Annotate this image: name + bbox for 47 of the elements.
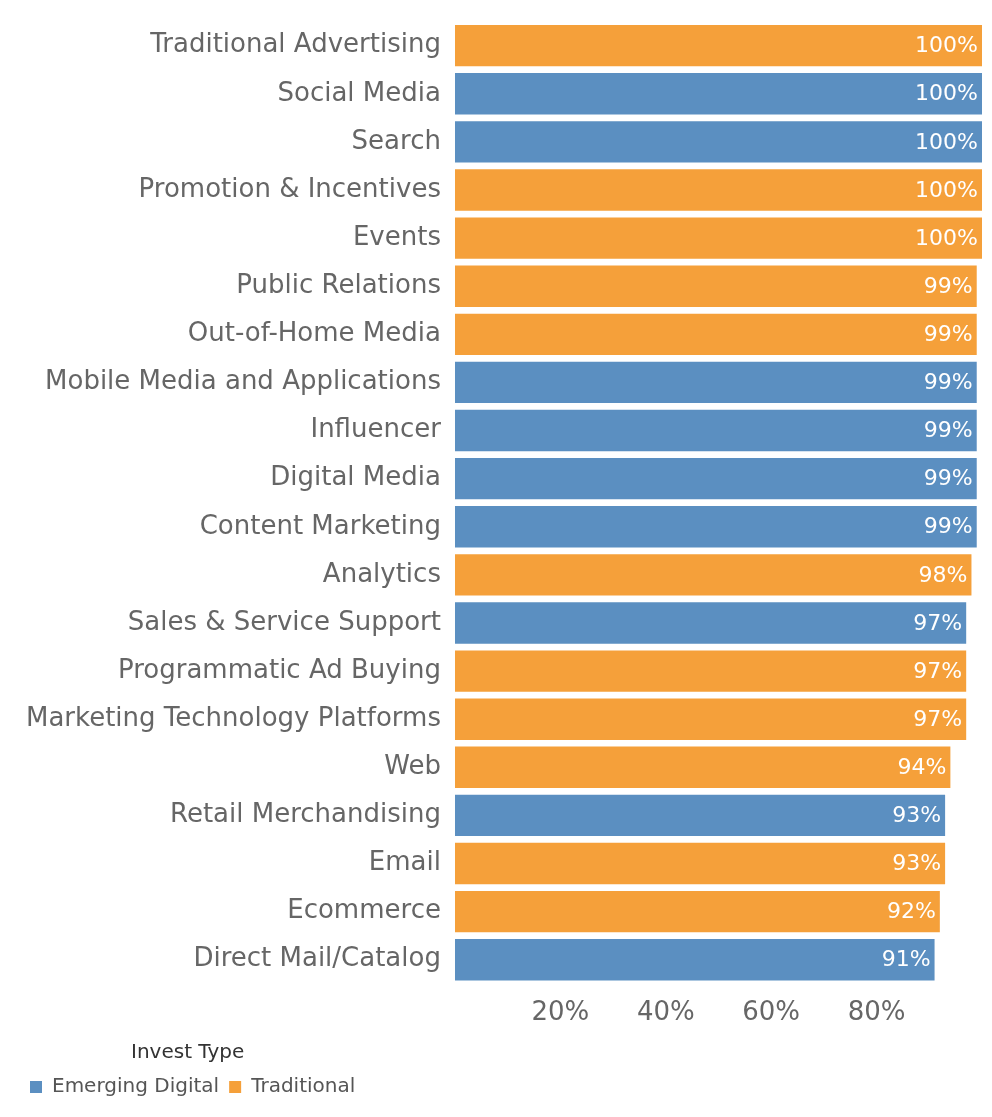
y-tick-label: Digital Media (270, 461, 441, 492)
data-label: 100% (915, 224, 978, 250)
x-tick-label: 80% (847, 996, 906, 1027)
data-label: 91% (881, 946, 931, 972)
data-label: 99% (923, 417, 973, 443)
y-tick-label: Web (384, 750, 441, 781)
data-label: 100% (915, 128, 978, 154)
y-tick-label: Programmatic Ad Buying (117, 653, 441, 684)
y-tick-label: Search (351, 124, 441, 155)
y-tick-label: Promotion & Incentives (138, 172, 441, 203)
data-label: 93% (892, 802, 942, 828)
data-label: 100% (915, 32, 978, 58)
data-label: 99% (923, 513, 973, 539)
y-tick-label: Retail Merchandising (169, 798, 441, 829)
y-tick-label: Traditional Advertising (149, 28, 441, 59)
data-label: 99% (923, 272, 973, 298)
data-label: 99% (923, 465, 973, 491)
legend-label: Traditional (250, 1073, 356, 1098)
data-label: 98% (918, 561, 968, 587)
y-tick-label: Out-of-Home Media (187, 317, 441, 348)
data-label: 93% (892, 850, 942, 876)
data-label: 92% (886, 898, 936, 924)
y-tick-label: Events (352, 220, 441, 251)
y-tick-label: Sales & Service Support (127, 605, 441, 636)
y-tick-label: Public Relations (236, 268, 441, 299)
y-tick-label: Analytics (322, 557, 441, 588)
data-label: 99% (923, 369, 973, 395)
y-tick-label: Mobile Media and Applications (45, 365, 441, 396)
data-label: 94% (897, 754, 947, 780)
legend-title: Invest Type (130, 1039, 245, 1064)
legend-label: Emerging Digital (52, 1073, 220, 1098)
y-tick-label: Direct Mail/Catalog (193, 942, 441, 973)
data-label: 97% (913, 657, 963, 683)
data-label: 99% (923, 321, 973, 347)
y-tick-label: Email (368, 846, 441, 877)
y-tick-label: Marketing Technology Platforms (25, 701, 441, 732)
x-tick-label: 60% (742, 996, 801, 1027)
data-label: 97% (913, 705, 963, 731)
y-tick-label: Content Marketing (199, 509, 441, 540)
data-label: 100% (915, 80, 978, 106)
y-tick-label: Social Media (277, 76, 441, 107)
x-tick-label: 40% (636, 996, 695, 1027)
x-tick-label: 20% (531, 996, 590, 1027)
data-label: 97% (913, 609, 963, 635)
y-tick-label: Influencer (310, 413, 442, 444)
y-tick-label: Ecommerce (287, 894, 441, 925)
data-label: 100% (915, 176, 978, 202)
